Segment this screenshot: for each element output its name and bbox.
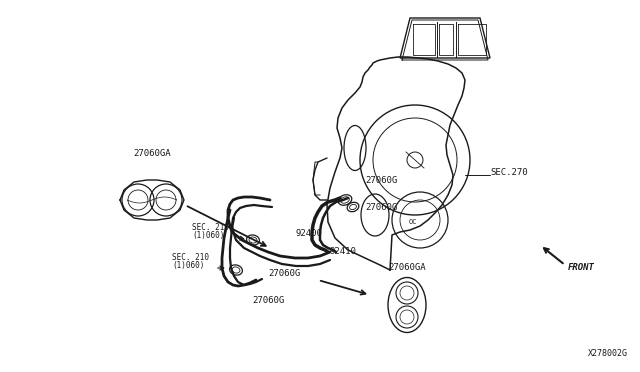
Text: (1)060): (1)060) <box>192 231 225 240</box>
Text: 27060GA: 27060GA <box>133 149 171 158</box>
Text: 27060G: 27060G <box>268 269 300 278</box>
Text: X278002G: X278002G <box>588 349 628 358</box>
Text: SEC. 210: SEC. 210 <box>192 223 229 232</box>
Text: OC: OC <box>409 219 417 225</box>
Text: (1)060): (1)060) <box>172 261 204 270</box>
Text: SEC. 210: SEC. 210 <box>172 253 209 262</box>
Text: 27060G: 27060G <box>365 176 397 185</box>
Text: 27060G: 27060G <box>365 203 397 212</box>
Text: 92400: 92400 <box>296 229 323 238</box>
Text: 27060G: 27060G <box>252 296 284 305</box>
Text: SEC.270: SEC.270 <box>490 167 527 176</box>
Text: 92410: 92410 <box>330 247 357 256</box>
Text: FRONT: FRONT <box>568 263 595 273</box>
Text: 27060GA: 27060GA <box>388 263 426 272</box>
